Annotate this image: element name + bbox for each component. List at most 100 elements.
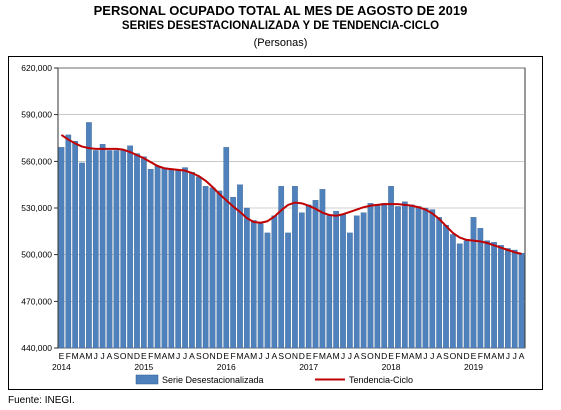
x-tick-label: J (265, 351, 269, 361)
bar (518, 252, 525, 349)
bar (250, 220, 257, 349)
x-tick-label: A (189, 351, 195, 361)
bar (408, 204, 415, 349)
bar (223, 147, 230, 349)
bar (333, 210, 339, 349)
x-tick-label: D (299, 351, 305, 361)
bar (278, 186, 285, 349)
bar (367, 203, 374, 349)
bar (436, 217, 442, 349)
year-label: 2016 (217, 362, 236, 372)
x-tick-label: A (491, 351, 497, 361)
x-tick-label: N (209, 351, 215, 361)
x-tick-label: N (292, 351, 298, 361)
x-tick-label: M (72, 351, 79, 361)
x-tick-label: J (506, 351, 510, 361)
bar (113, 150, 120, 349)
x-tick-label: F (395, 351, 400, 361)
y-tick-label: 440,000 (21, 343, 52, 353)
x-tick-label: M (85, 351, 92, 361)
bar (99, 144, 106, 349)
bar (189, 172, 195, 349)
bar (86, 122, 92, 349)
x-tick-label: J (101, 351, 105, 361)
bar (360, 212, 367, 349)
x-tick-label: A (271, 351, 277, 361)
x-tick-label: D (464, 351, 470, 361)
x-tick-label: A (162, 351, 168, 361)
bar (443, 224, 449, 349)
bar (182, 167, 188, 349)
bar (456, 243, 463, 349)
bar (168, 168, 175, 349)
x-tick-label: M (250, 351, 257, 361)
source-note: Fuente: INEGI. (8, 395, 75, 406)
bar (470, 217, 477, 349)
bar (422, 207, 429, 349)
x-tick-label: J (513, 351, 517, 361)
bar (285, 232, 291, 349)
y-tick-label: 500,000 (21, 250, 52, 260)
x-tick-label: F (231, 351, 236, 361)
bar (353, 215, 360, 349)
x-tick-label: O (120, 351, 127, 361)
x-tick-label: E (223, 351, 229, 361)
bar (326, 215, 333, 349)
bar (388, 186, 394, 349)
x-tick-label: M (236, 351, 243, 361)
x-tick-label: D (134, 351, 140, 361)
bar (374, 204, 381, 349)
x-tick-label: F (313, 351, 318, 361)
x-tick-label: N (374, 351, 380, 361)
x-tick-label: J (94, 351, 98, 361)
x-tick-label: E (306, 351, 312, 361)
x-tick-label: E (388, 351, 394, 361)
x-tick-label: F (478, 351, 483, 361)
x-tick-label: S (443, 351, 449, 361)
x-tick-label: O (202, 351, 209, 361)
bar (463, 240, 470, 349)
x-tick-label: M (168, 351, 175, 361)
x-tick-label: M (319, 351, 326, 361)
bar (477, 228, 484, 349)
bar (58, 147, 65, 349)
bar (264, 232, 271, 349)
x-tick-label: J (183, 351, 187, 361)
year-label: 2015 (134, 362, 153, 372)
x-tick-label: M (333, 351, 340, 361)
bar (491, 242, 497, 349)
bar (237, 184, 243, 349)
chart-subtitle: SERIES DESESTACIONALIZADA Y DE TENDENCIA… (121, 20, 440, 32)
bar (65, 134, 72, 349)
y-tick-label: 470,000 (21, 296, 52, 306)
x-tick-label: D (216, 351, 222, 361)
bar (381, 203, 388, 349)
bar (244, 207, 250, 349)
x-tick-label: M (415, 351, 422, 361)
x-tick-label: E (141, 351, 147, 361)
x-tick-label: F (148, 351, 153, 361)
chart-unit: (Personas) (253, 37, 308, 49)
year-label: 2017 (299, 362, 318, 372)
x-tick-label: A (354, 351, 360, 361)
bar (401, 201, 408, 349)
bar (257, 223, 264, 349)
bar (147, 168, 154, 349)
bar (429, 209, 436, 349)
chart-title: PERSONAL OCUPADO TOTAL AL MES DE AGOSTO … (93, 3, 468, 18)
x-tick-label: M (401, 351, 408, 361)
x-tick-label: A (436, 351, 442, 361)
x-tick-label: J (423, 351, 427, 361)
bar (216, 190, 223, 349)
x-tick-label: S (361, 351, 367, 361)
x-tick-label: J (348, 351, 352, 361)
x-tick-label: S (114, 351, 120, 361)
x-tick-label: E (471, 351, 477, 361)
x-tick-label: J (430, 351, 434, 361)
bar (120, 150, 127, 349)
x-tick-label: A (519, 351, 525, 361)
year-label: 2019 (464, 362, 483, 372)
x-tick-label: S (196, 351, 202, 361)
bar (92, 150, 99, 349)
